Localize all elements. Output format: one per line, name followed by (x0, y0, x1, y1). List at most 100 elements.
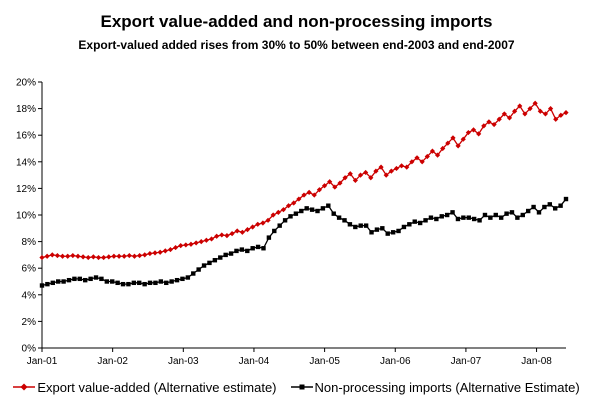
data-point-square (137, 280, 142, 286)
data-point-square (374, 227, 380, 232)
data-point-square (353, 224, 358, 230)
data-point-diamond (352, 177, 358, 184)
data-point-diamond (116, 253, 122, 259)
data-point-square (531, 204, 536, 210)
data-point-diamond (296, 196, 302, 202)
data-point-square (396, 228, 401, 234)
data-point-square (455, 216, 461, 222)
data-point-diamond (470, 127, 477, 133)
data-point-diamond (157, 249, 163, 255)
data-point-square (164, 280, 169, 286)
data-point-square (142, 281, 147, 287)
data-point-diamond (208, 236, 215, 242)
data-point-diamond (85, 254, 91, 261)
data-point-diamond (306, 189, 312, 195)
data-point-diamond (265, 217, 271, 223)
data-point-diamond (291, 200, 297, 206)
data-point-square (488, 215, 493, 220)
legend-entry-non-processing-imports: Non-processing imports (Alternative Esti… (290, 380, 580, 395)
data-point-square (104, 279, 110, 284)
data-point-square (223, 252, 228, 258)
data-point-square (153, 280, 158, 286)
data-point-square (493, 212, 498, 218)
x-tick-label: Jan-03 (168, 356, 199, 367)
data-point-square (56, 279, 61, 284)
data-point-diamond (255, 221, 261, 227)
y-tick-label: 2% (22, 317, 37, 328)
data-point-square (234, 248, 239, 254)
data-point-diamond (491, 121, 497, 128)
data-point-square (542, 204, 547, 210)
data-point-diamond (229, 231, 235, 237)
data-point-diamond (558, 112, 564, 118)
y-tick-label: 16% (16, 131, 36, 142)
y-tick-label: 4% (22, 290, 37, 301)
data-point-diamond (424, 153, 430, 160)
data-point-diamond (434, 152, 441, 158)
data-point-diamond (373, 168, 379, 174)
data-point-diamond (121, 253, 127, 259)
data-point-square (185, 275, 191, 280)
data-point-square (358, 223, 363, 228)
data-point-diamond (137, 252, 143, 259)
y-tick-label: 0% (22, 344, 37, 355)
data-point-diamond (167, 246, 174, 253)
data-point-square (50, 280, 56, 286)
data-point-diamond (342, 175, 348, 181)
data-point-diamond (363, 169, 369, 176)
data-point-diamond (399, 163, 405, 169)
data-point-diamond (404, 164, 410, 170)
data-point-square (39, 283, 45, 288)
data-point-diamond (54, 252, 61, 259)
data-point-diamond (142, 252, 148, 258)
series-line-1 (41, 198, 567, 287)
legend-key-red-diamond (13, 383, 36, 391)
data-point-square (201, 263, 207, 268)
data-point-square (434, 216, 439, 222)
data-point-square (504, 211, 509, 216)
data-point-square (88, 276, 93, 282)
data-point-square (72, 276, 77, 282)
data-point-square (299, 208, 304, 214)
data-point-diamond (311, 192, 317, 198)
data-point-diamond (419, 159, 425, 165)
data-point-diamond (49, 252, 55, 258)
data-point-diamond (126, 252, 132, 259)
data-point-square (326, 203, 331, 208)
data-point-square (320, 206, 326, 211)
data-point-diamond (481, 123, 487, 129)
data-point-diamond (275, 209, 281, 215)
data-point-diamond (460, 136, 466, 142)
data-point-diamond (131, 253, 138, 259)
data-point-square (250, 246, 255, 251)
data-point-diamond (250, 224, 256, 230)
data-point-diamond (537, 108, 543, 114)
data-point-diamond (445, 140, 451, 146)
y-tick-label: 8% (22, 237, 37, 248)
data-point-diamond (321, 183, 328, 189)
data-point-square (212, 258, 218, 263)
data-point-diamond (327, 179, 333, 185)
data-point-square (461, 215, 466, 220)
data-point-square (407, 222, 412, 227)
data-point-diamond (270, 212, 276, 218)
data-point-diamond (111, 253, 117, 259)
data-point-square (466, 215, 471, 220)
data-point-square (228, 251, 234, 256)
data-point-square (498, 215, 504, 220)
data-point-square (169, 279, 174, 284)
data-point-diamond (44, 253, 50, 259)
chart-legend: Export value-added (Alternative estimate… (0, 377, 593, 397)
data-point-square (245, 248, 250, 254)
data-point-square (477, 218, 482, 223)
data-point-diamond (553, 116, 559, 122)
x-tick-label: Jan-06 (380, 356, 411, 367)
y-tick-label: 18% (16, 104, 36, 115)
data-point-diamond (347, 171, 353, 177)
data-point-diamond (368, 175, 374, 181)
chart-subtitle: Export-valued added rises from 30% to 50… (78, 38, 515, 52)
legend-key-black-square (290, 384, 313, 390)
data-point-square (309, 207, 315, 212)
data-point-square (315, 208, 320, 214)
